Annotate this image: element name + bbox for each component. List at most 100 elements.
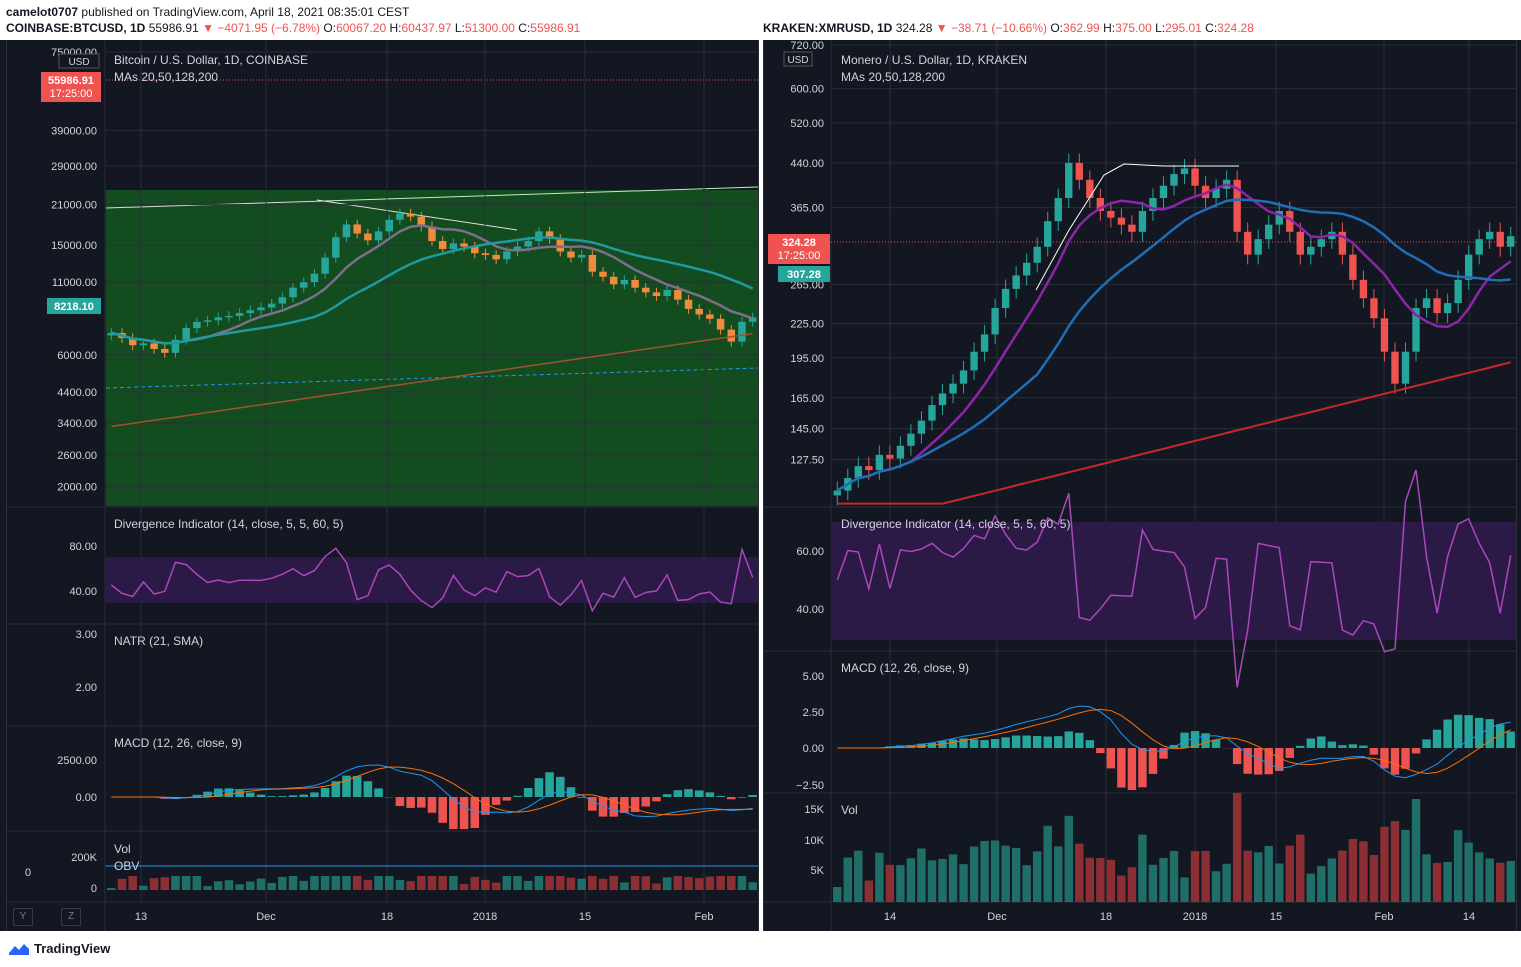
volume-bar xyxy=(342,876,351,890)
volume-bar xyxy=(1127,867,1137,902)
candle xyxy=(513,246,522,252)
volume-bar xyxy=(716,876,725,890)
candle xyxy=(321,257,329,274)
volume-bar xyxy=(310,876,319,890)
xmr-macd-line xyxy=(837,705,1511,779)
volume-bar xyxy=(620,882,629,890)
volume-bar xyxy=(990,840,1000,902)
btc-obv-label: OBV xyxy=(114,859,139,873)
l-time-tick: 15 xyxy=(579,911,591,923)
volume-bar xyxy=(363,879,373,890)
candle xyxy=(1065,162,1073,199)
volume-bar xyxy=(513,876,522,890)
volume-bar xyxy=(843,857,852,902)
candle xyxy=(1233,179,1241,232)
volume-bar xyxy=(1380,826,1389,902)
macd-bar xyxy=(1159,748,1168,759)
xmr-vol-label: Vol xyxy=(841,803,858,817)
l-price-tick: 6000.00 xyxy=(57,350,97,362)
volume-bar xyxy=(737,876,747,890)
tradingview-brand[interactable]: TradingView xyxy=(34,941,111,956)
r-price-tick: 600.00 xyxy=(790,84,824,96)
volume-bar xyxy=(588,876,597,890)
btc-natr-tick: 2.00 xyxy=(76,682,97,694)
btc-natr-label: NATR (21, SMA) xyxy=(114,634,203,648)
volume-bar xyxy=(449,876,458,890)
l-time-tick: Dec xyxy=(256,911,276,923)
volume-bar xyxy=(652,883,661,890)
volume-bar xyxy=(727,876,736,890)
volume-bar xyxy=(1032,851,1042,902)
candle xyxy=(353,224,361,234)
candle xyxy=(1033,246,1041,263)
macd-bar xyxy=(1317,736,1326,748)
left-symbol[interactable]: COINBASE:BTCUSD, 1D xyxy=(6,21,146,35)
macd-bar xyxy=(1348,744,1358,748)
publisher-name[interactable]: camelot0707 xyxy=(6,5,79,19)
candle xyxy=(1012,275,1020,289)
l-time-tick: 2018 xyxy=(473,911,497,923)
volume-bar xyxy=(673,876,683,890)
volume-bar xyxy=(1075,843,1084,902)
volume-bar xyxy=(1043,825,1052,902)
macd-bar xyxy=(246,792,255,797)
panel-divider xyxy=(757,40,763,931)
btc-natr-tick: 3.00 xyxy=(76,629,97,641)
l-price-tick: 15000.00 xyxy=(51,240,97,252)
candle xyxy=(631,279,639,288)
candle xyxy=(567,251,575,258)
l-price-tick: 3400.00 xyxy=(57,418,97,430)
right-open: 362.99 xyxy=(1063,21,1100,35)
macd-bar xyxy=(342,775,351,797)
volume-bar xyxy=(139,885,148,890)
btc-chart-title: Bitcoin / U.S. Dollar, 1D, COINBASE xyxy=(114,53,308,67)
volume-bar xyxy=(406,881,415,890)
volume-bar xyxy=(1317,866,1326,902)
btc-vol-label: Vol xyxy=(114,842,131,856)
xmr-macd-tick: −2.50 xyxy=(796,780,824,792)
volume-bar xyxy=(160,877,170,890)
btc-chart-panel[interactable]: 75000.00 39000.00 29000.00 21000.00 15000.00… xyxy=(6,40,759,931)
btc-price-tag xyxy=(41,72,101,102)
macd-bar xyxy=(1306,738,1316,748)
volume-bar xyxy=(288,876,298,890)
candle xyxy=(471,246,479,254)
macd-bar xyxy=(555,776,565,797)
r-price-tick: 225.00 xyxy=(790,319,824,331)
volume-bar xyxy=(470,876,480,890)
candle xyxy=(257,307,265,311)
macd-bar xyxy=(1180,732,1189,748)
candle xyxy=(193,321,201,329)
right-symbol[interactable]: KRAKEN:XMRUSD, 1D xyxy=(763,21,893,35)
candle xyxy=(1170,174,1178,186)
xmr-trendline[interactable] xyxy=(1035,163,1239,291)
macd-bar xyxy=(641,797,651,807)
macd-bar xyxy=(1169,744,1179,748)
candle xyxy=(1307,246,1315,255)
r-price-tick: 520.00 xyxy=(790,118,824,130)
tradingview-logo-icon[interactable] xyxy=(8,941,30,957)
candle xyxy=(438,241,447,250)
right-symbol-line: KRAKEN:XMRUSD, 1D 324.28 ▼ −38.71 (−10.6… xyxy=(763,21,1254,35)
macd-bar xyxy=(716,795,725,797)
candle xyxy=(727,329,736,342)
volume-bar xyxy=(1011,847,1021,902)
scale-z-button[interactable]: Z xyxy=(61,908,81,926)
volume-bar xyxy=(694,878,704,890)
volume-bar xyxy=(1485,858,1494,902)
xmr-ma-line xyxy=(837,361,1511,505)
scale-y-button[interactable]: Y xyxy=(13,908,33,926)
candle xyxy=(460,243,468,247)
right-high: 375.00 xyxy=(1115,21,1152,35)
macd-bar xyxy=(1001,737,1010,748)
candle xyxy=(1044,221,1052,247)
candle xyxy=(1401,351,1410,384)
candle xyxy=(854,466,862,479)
macd-bar xyxy=(523,788,533,797)
xmr-chart-panel[interactable]: 720.00 600.00 520.00 440.00 365.00 265.00 225.… xyxy=(763,40,1517,931)
candle xyxy=(524,241,532,247)
xmr-chart-canvas[interactable]: 720.00 600.00 520.00 440.00 365.00 265.00 225.… xyxy=(764,40,1516,931)
candle xyxy=(1486,231,1494,240)
candle xyxy=(396,213,404,220)
btc-chart-canvas[interactable]: 75000.0039000.0029000.0021000.0015000.00… xyxy=(7,40,758,931)
